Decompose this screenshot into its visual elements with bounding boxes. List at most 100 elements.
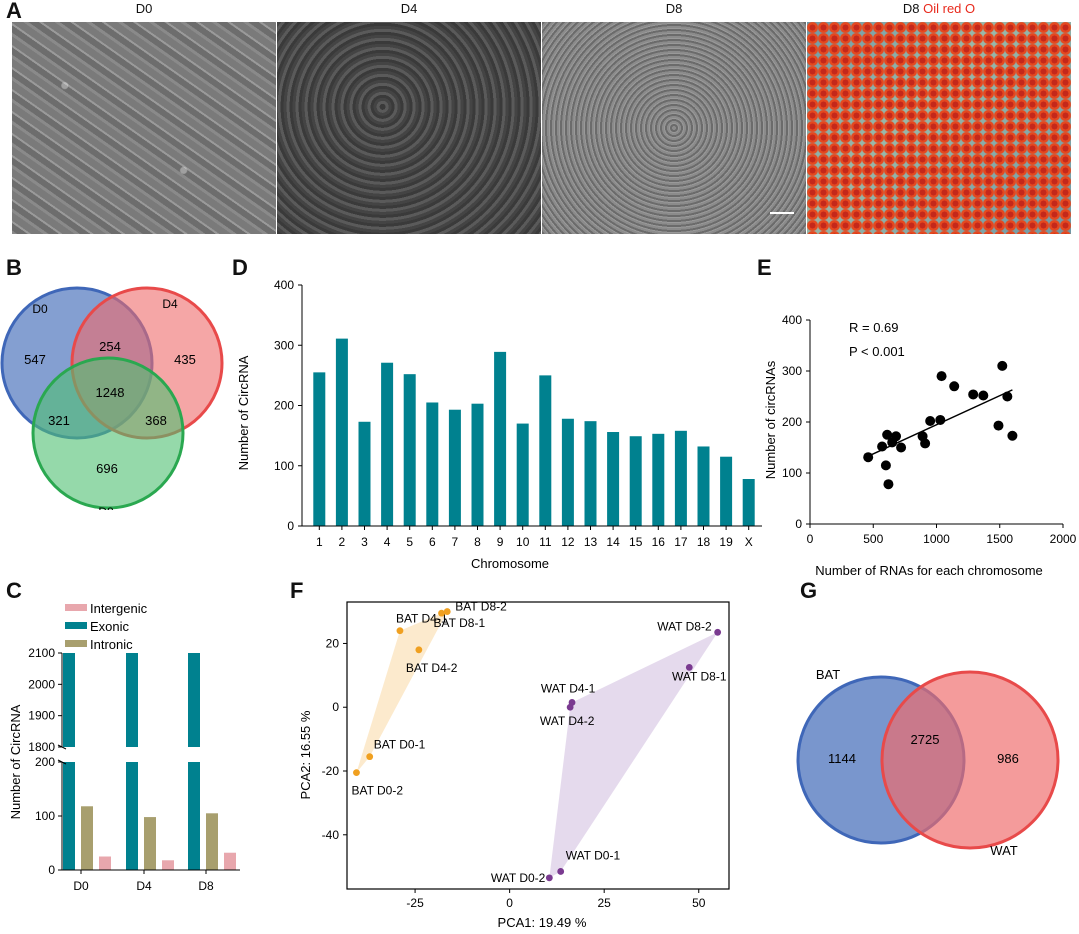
- chart-f-point-label: BAT D4-1: [396, 612, 448, 626]
- chart-d-ytick-label: 200: [274, 399, 294, 413]
- chart-e-point: [968, 389, 979, 400]
- legend-swatch-exonic: [65, 622, 87, 629]
- chart-f-xtick-label: 25: [598, 896, 612, 910]
- chart-c-bar-intronic-d8: [206, 813, 218, 870]
- chart-d-bar-chr-1: [313, 372, 326, 526]
- chart-f-point: [443, 608, 451, 615]
- chart-d-ytick-label: 0: [287, 519, 294, 533]
- chart-e-ytick-label: 0: [795, 517, 802, 531]
- chart-e-point: [896, 442, 907, 453]
- chart-f-point-label: WAT D8-2: [657, 619, 712, 633]
- chart-c-legend: Intergenic Exonic Intronic: [65, 601, 148, 652]
- chart-e-xtick-label: 0: [807, 532, 814, 546]
- chart-f-frame: [346, 601, 730, 890]
- chart-d-bar-chr-8: [471, 403, 484, 526]
- legend-label-exonic: Exonic: [90, 619, 130, 634]
- venn-b-only-d4: 435: [174, 352, 196, 367]
- chart-d-bar-chr-3: [358, 421, 371, 526]
- chart-f-xlabel: PCA1: 19.49 %: [498, 915, 587, 930]
- chart-e-point: [935, 414, 946, 425]
- chart-d-ytick-label: 400: [274, 278, 294, 292]
- chart-c-bar-intergenic-d4: [162, 860, 174, 870]
- chart-c-xtick-label-d8: D8: [198, 879, 214, 893]
- oil-label-day: D8: [902, 1, 920, 16]
- chart-d-xtick-label: 3: [361, 535, 368, 549]
- chart-e-point: [936, 371, 947, 382]
- chart-d-bar-chr-11: [539, 375, 552, 526]
- chart-f-point-label: BAT D0-2: [351, 784, 403, 798]
- chart-d-ytick-label: 100: [274, 459, 294, 473]
- chart-c-ytick-label: 2000: [28, 677, 55, 691]
- chart-c-ytick-label: 2100: [28, 646, 55, 660]
- chart-f-point-label: BAT D4-2: [406, 661, 458, 675]
- chart-e-point: [880, 460, 891, 471]
- venn-g: BAT WAT 1144 2725 986: [796, 667, 1060, 858]
- chart-e-xtick-label: 1500: [986, 532, 1013, 546]
- micro-image-d4: [277, 22, 541, 234]
- chart-f-point-label: WAT D0-2: [491, 871, 546, 885]
- chart-f-ytick-label: -20: [322, 764, 340, 778]
- chart-c-ytick-label: 0: [48, 863, 55, 877]
- chart-e-xlabel: Number of RNAs for each chromosome: [815, 563, 1043, 578]
- chart-d-xtick-label: 14: [606, 535, 620, 549]
- chart-e-point: [997, 360, 1008, 371]
- chart-d-xtick-label: 15: [629, 535, 643, 549]
- chart-f-point-label: BAT D8-1: [434, 616, 486, 630]
- chart-f: 20 0 -20 -40 -25 0 25 50 BAT D0-1 BAT D0-2 BAT D4…: [298, 600, 730, 930]
- chart-d-bar-chr-9: [494, 351, 507, 526]
- venn-b-only-d0: 547: [24, 352, 46, 367]
- micro-label-oil-red: D8 Oil red O: [807, 1, 1071, 16]
- venn-b-d4-d8: 368: [145, 413, 167, 428]
- venn-b: D0 D4 D8 547 435 696 254 321 368 1248: [0, 286, 224, 510]
- chart-f-point: [396, 627, 404, 635]
- venn-g-only-bat: 1144: [828, 751, 856, 766]
- chart-c-bar-intronic-d4: [144, 817, 156, 870]
- chart-d-xtick-label: 17: [674, 535, 688, 549]
- chart-e-point: [891, 431, 902, 442]
- micro-image-oil-red: [807, 22, 1071, 234]
- chart-d-ytick-label: 300: [274, 338, 294, 352]
- chart-e-ytick-label: 100: [782, 466, 802, 480]
- chart-c-bar-exonic-d4-lower: [126, 762, 138, 870]
- venn-b-label-d8: D8: [98, 505, 114, 510]
- chart-c-bar-exonic-d0-lower: [63, 762, 75, 870]
- micro-image-d0: [12, 22, 276, 234]
- venn-g-both: 2725: [911, 732, 940, 747]
- chart-d-ylabel: Number of CircRNA: [236, 355, 251, 470]
- chart-e-point: [978, 390, 989, 401]
- chart-d-xtick-label: 7: [452, 535, 459, 549]
- chart-d-bar-chr-x: [742, 479, 755, 526]
- panel-letter-c: C: [6, 578, 22, 603]
- chart-c-xtick-label-d0: D0: [73, 879, 89, 893]
- venn-b-d0-d4: 254: [99, 339, 121, 354]
- micro-label-d8: D8: [665, 1, 683, 16]
- chart-d-xtick-label: 9: [497, 535, 504, 549]
- legend-swatch-intergenic: [65, 604, 87, 611]
- chart-e-point: [920, 438, 931, 449]
- chart-d-bar-chr-14: [607, 432, 620, 526]
- chart-d-xtick-label: 4: [384, 535, 391, 549]
- micro-label-d0: D0: [135, 1, 153, 16]
- panel-letter-g: G: [800, 578, 818, 603]
- chart-d-xtick-label: 5: [406, 535, 413, 549]
- chart-d-xtick-label: 16: [652, 535, 666, 549]
- chart-d-xtick-label: 19: [719, 535, 733, 549]
- venn-g-label-bat: BAT: [816, 667, 840, 682]
- chart-f-point: [714, 628, 722, 636]
- panel-letter-f: F: [290, 578, 304, 603]
- chart-e-point: [925, 415, 936, 426]
- chart-f-point: [566, 703, 574, 711]
- chart-d-xtick-label: 18: [697, 535, 711, 549]
- chart-e-point: [949, 381, 960, 392]
- chart-c: Intergenic Exonic Intronic D0 D4 D8 1800 1900…: [8, 601, 240, 893]
- chart-d-bar-chr-17: [674, 430, 687, 526]
- chart-d-xtick-label: 10: [516, 535, 530, 549]
- chart-c-bar-exonic-d8-lower: [188, 762, 200, 870]
- chart-c-ylabel: Number of CircRNA: [8, 704, 23, 819]
- chart-f-point: [438, 609, 445, 617]
- chart-d-bar-chr-6: [426, 402, 439, 526]
- chart-c-ytick-label: 1800: [28, 740, 55, 754]
- chart-d-xtick-label: 1: [316, 535, 323, 549]
- venn-b-label-d4: D4: [162, 297, 178, 311]
- chart-c-bar-intergenic-d0: [99, 856, 111, 870]
